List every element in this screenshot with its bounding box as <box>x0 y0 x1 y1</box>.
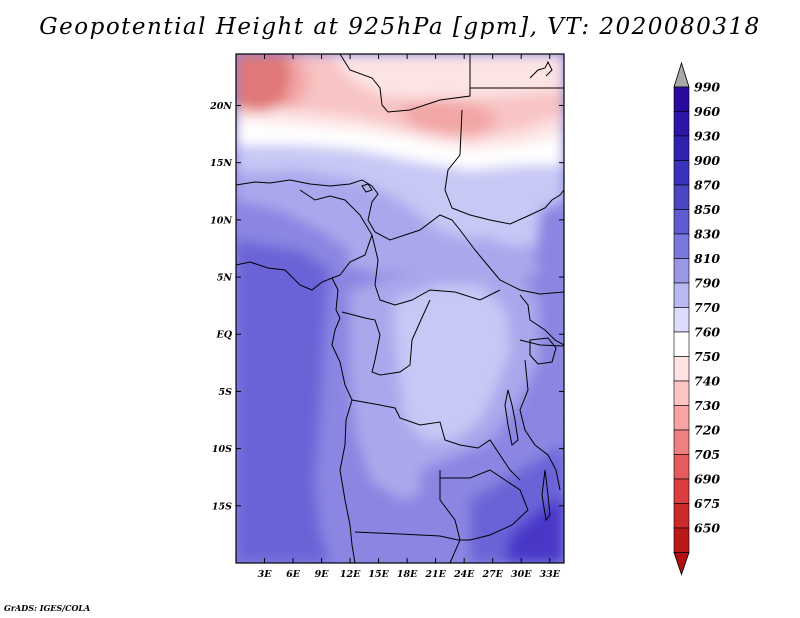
map-title: Geopotential Height at 925hPa [gpm], VT:… <box>39 14 761 40</box>
border-libya-chad <box>339 54 471 113</box>
lat-tick-label: 15N <box>210 158 232 169</box>
colorbar-label: 650 <box>694 521 720 536</box>
latitude-axis: 20N 15N 10N 5N EQ 5S 10S 15S <box>209 101 564 512</box>
colorbar-label: 850 <box>694 202 720 217</box>
colorbar-over-arrow <box>673 61 690 88</box>
border-niger-nigeria <box>299 189 373 279</box>
colorbar-swatch <box>673 454 690 480</box>
lake-tanganyika <box>504 389 519 446</box>
lat-tick-label: 10S <box>212 444 232 455</box>
colorbar-label: 730 <box>694 398 720 413</box>
border-namibia <box>354 531 459 541</box>
colorbar-swatch <box>673 527 690 553</box>
lon-tick-label: 24E <box>453 569 475 580</box>
lat-tick-label: EQ <box>215 330 232 341</box>
lat-tick-label: 5S <box>219 387 233 398</box>
lat-tick-label: 15S <box>212 501 232 512</box>
colorbar-swatch <box>673 429 690 455</box>
colorbar-swatch <box>673 356 690 382</box>
field-pale-blue-east <box>440 165 564 245</box>
colorbar-swatch <box>673 503 690 529</box>
colorbar-swatch <box>673 160 690 186</box>
colorbar-label: 790 <box>694 276 720 291</box>
lon-tick-label: 12E <box>340 569 361 580</box>
coastline-west-africa <box>236 261 356 563</box>
colorbar-swatch <box>673 380 690 406</box>
coast-northeast <box>529 60 553 79</box>
field-red-northwest <box>236 54 292 112</box>
grads-credit: GrADS: IGES/COLA <box>4 603 91 613</box>
lake-malawi <box>541 469 551 522</box>
colorbar-swatch <box>673 331 690 357</box>
field-mid-blue-east <box>535 200 564 300</box>
longitude-axis: 3E 6E 9E 12E 15E 18E 21E 24E 27E 30E 33E <box>258 54 561 580</box>
colorbar-swatch <box>673 405 690 431</box>
lon-tick-label: 30E <box>511 569 532 580</box>
border-sahel <box>236 179 564 295</box>
colorbar-label: 810 <box>694 251 720 266</box>
lon-tick-label: 6E <box>286 569 301 580</box>
colorbar-label: 900 <box>694 153 720 168</box>
border-cameroon <box>371 234 501 306</box>
lon-tick-label: 21E <box>424 569 446 580</box>
lat-tick-label: 10N <box>210 215 232 226</box>
colorbar-label: 705 <box>694 447 720 462</box>
lon-tick-label: 3E <box>258 569 273 580</box>
border-zambia <box>440 469 529 541</box>
colorbar-swatch <box>673 258 690 284</box>
colorbar-label: 960 <box>694 104 720 119</box>
colorbar-swatch <box>673 135 690 161</box>
colorbar-label: 690 <box>694 472 720 487</box>
colorbar-swatch <box>673 307 690 333</box>
colorbar: 990 960 930 900 870 850 830 810 790 770 760 750 740 7… <box>673 61 720 576</box>
colorbar-label: 830 <box>694 227 720 242</box>
lon-tick-label: 18E <box>397 569 418 580</box>
border-chad-sudan <box>444 109 463 209</box>
lon-tick-label: 27E <box>481 569 503 580</box>
colorbar-swatch <box>673 233 690 259</box>
colorbar-label: 675 <box>694 496 720 511</box>
boundaries <box>236 54 564 563</box>
geopotential-field <box>236 54 564 563</box>
plot-frame <box>235 53 565 564</box>
lon-tick-label: 33E <box>540 569 561 580</box>
colorbar-label: 990 <box>694 80 720 95</box>
lon-tick-label: 9E <box>315 569 330 580</box>
colorbar-label: 740 <box>694 374 720 389</box>
border-sudan-south <box>451 189 564 225</box>
colorbar-swatch <box>673 86 690 112</box>
colorbar-label: 870 <box>694 178 720 193</box>
colorbar-label: 760 <box>694 325 720 340</box>
colorbar-swatch <box>673 282 690 308</box>
lon-tick-label: 15E <box>368 569 389 580</box>
field-blue-west <box>236 240 330 563</box>
border-east-africa <box>519 294 564 491</box>
lake-chad <box>361 183 373 193</box>
lat-tick-label: 20N <box>209 101 232 112</box>
colorbar-label: 750 <box>694 349 720 364</box>
colorbar-swatch <box>673 184 690 210</box>
colorbar-under-arrow <box>673 552 690 576</box>
colorbar-label: 770 <box>694 300 720 315</box>
border-congo <box>341 299 431 376</box>
border-drc-angola <box>351 399 521 481</box>
colorbar-swatch <box>673 478 690 504</box>
lake-victoria <box>529 337 557 365</box>
colorbar-swatch <box>673 111 690 137</box>
lat-tick-label: 5N <box>217 273 233 284</box>
colorbar-label: 720 <box>694 423 720 438</box>
border-angola-zambia <box>439 470 461 563</box>
colorbar-swatch <box>673 209 690 235</box>
field-pale-blue-centre <box>395 285 510 440</box>
colorbar-label: 930 <box>694 129 720 144</box>
field-rose-north <box>236 54 500 135</box>
